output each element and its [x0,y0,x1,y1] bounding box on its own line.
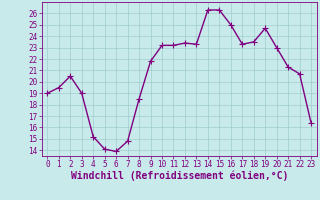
X-axis label: Windchill (Refroidissement éolien,°C): Windchill (Refroidissement éolien,°C) [70,171,288,181]
